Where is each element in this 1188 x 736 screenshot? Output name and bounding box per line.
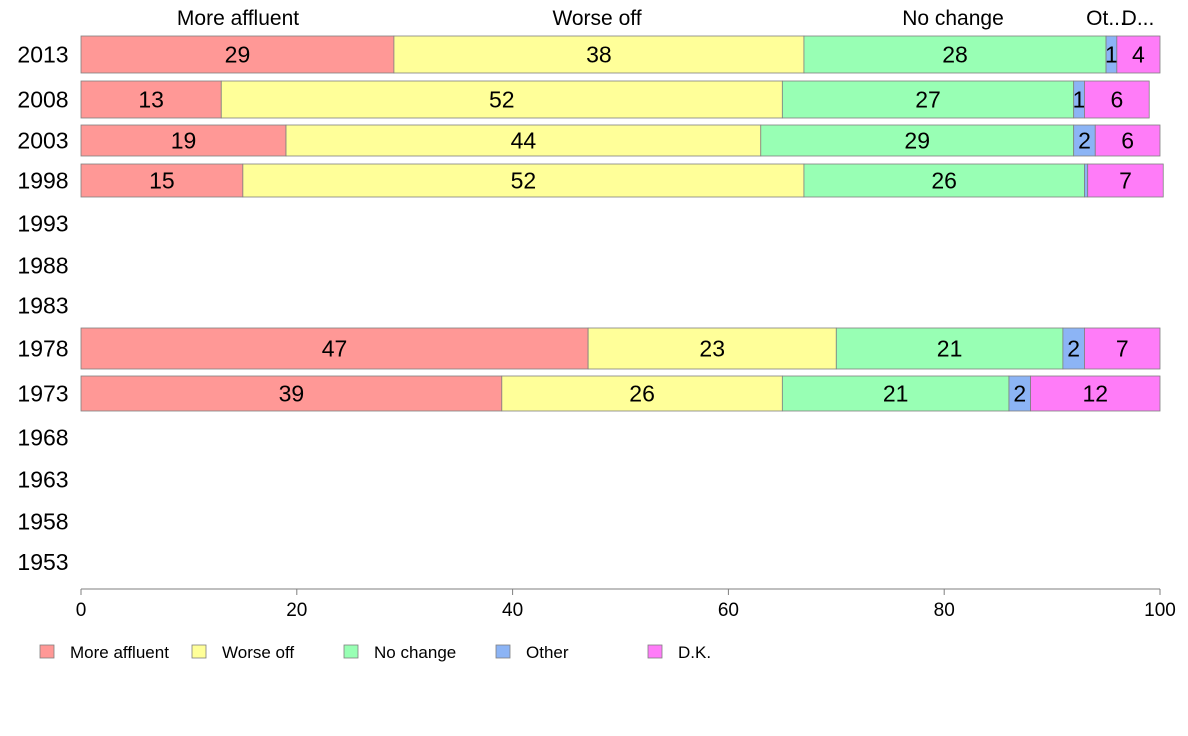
value-label-2003-0: 19 bbox=[171, 128, 197, 154]
year-label-1963: 1963 bbox=[17, 467, 68, 493]
top-label-4: D... bbox=[1122, 7, 1155, 30]
value-label-2003-1: 44 bbox=[511, 128, 537, 154]
year-label-1958: 1958 bbox=[17, 509, 68, 535]
value-label-1978-1: 23 bbox=[699, 336, 725, 362]
value-label-1978-2: 21 bbox=[937, 336, 963, 362]
year-label-2013: 2013 bbox=[17, 42, 68, 68]
x-tick-label-40: 40 bbox=[502, 600, 523, 621]
value-label-2013-2: 28 bbox=[942, 42, 968, 68]
bar-1973-d-k- bbox=[1030, 375, 1161, 412]
year-label-1993: 1993 bbox=[17, 211, 68, 237]
value-label-1978-4: 7 bbox=[1116, 336, 1129, 362]
legend-swatch-3 bbox=[495, 644, 511, 659]
legend-swatch-0 bbox=[39, 644, 55, 659]
bar-2008-more-affluent bbox=[80, 80, 222, 119]
bar-1998-other bbox=[1084, 163, 1089, 198]
value-label-2008-3: 1 bbox=[1073, 87, 1086, 113]
year-label-1973: 1973 bbox=[17, 381, 68, 407]
top-label-2: No change bbox=[902, 7, 1004, 30]
bar-1978-d-k- bbox=[1084, 327, 1161, 370]
value-label-1978-3: 2 bbox=[1067, 336, 1080, 362]
x-tick-label-100: 100 bbox=[1144, 600, 1176, 621]
legend-label-2: No change bbox=[374, 643, 456, 662]
value-label-1973-4: 12 bbox=[1082, 381, 1108, 407]
year-label-1998: 1998 bbox=[17, 168, 68, 194]
value-label-2013-4: 4 bbox=[1132, 42, 1145, 68]
value-label-1973-2: 21 bbox=[883, 381, 909, 407]
x-tick-label-60: 60 bbox=[718, 600, 739, 621]
value-label-2008-0: 13 bbox=[138, 87, 164, 113]
top-label-1: Worse off bbox=[552, 7, 641, 30]
value-label-2008-4: 6 bbox=[1110, 87, 1123, 113]
bar-1998-more-affluent bbox=[80, 163, 244, 198]
value-label-1998-4: 7 bbox=[1119, 168, 1132, 194]
value-label-2003-3: 2 bbox=[1078, 128, 1091, 154]
year-label-1968: 1968 bbox=[17, 425, 68, 451]
bar-1998-worse-off bbox=[242, 163, 805, 198]
legend-label-3: Other bbox=[526, 643, 569, 662]
bar-1973-more-affluent bbox=[80, 375, 503, 412]
value-label-2013-3: 1 bbox=[1105, 42, 1118, 68]
bar-2013-d-k- bbox=[1116, 35, 1161, 74]
top-label-0: More affluent bbox=[177, 7, 299, 30]
year-label-1978: 1978 bbox=[17, 336, 68, 362]
value-label-1973-3: 2 bbox=[1013, 381, 1026, 407]
legend-label-0: More affluent bbox=[70, 643, 169, 662]
x-tick-label-80: 80 bbox=[934, 600, 955, 621]
value-label-1978-0: 47 bbox=[322, 336, 348, 362]
year-label-1953: 1953 bbox=[17, 549, 68, 575]
legend-swatch-1 bbox=[191, 644, 207, 659]
value-label-1973-1: 26 bbox=[629, 381, 655, 407]
value-label-2013-0: 29 bbox=[225, 42, 251, 68]
bar-1978-more-affluent bbox=[80, 327, 589, 370]
value-label-2003-2: 29 bbox=[904, 128, 930, 154]
bar-2013-no-change bbox=[803, 35, 1107, 74]
year-label-1983: 1983 bbox=[17, 293, 68, 319]
year-label-2003: 2003 bbox=[17, 128, 68, 154]
legend-swatch-2 bbox=[343, 644, 359, 659]
year-label-1988: 1988 bbox=[17, 253, 68, 279]
bar-2003-more-affluent bbox=[80, 124, 287, 157]
legend-label-4: D.K. bbox=[678, 643, 711, 662]
legend-label-1: Worse off bbox=[222, 643, 294, 662]
top-label-3: Ot... bbox=[1086, 7, 1126, 30]
value-label-1998-0: 15 bbox=[149, 168, 175, 194]
value-label-1998-1: 52 bbox=[511, 168, 537, 194]
bar-2008-d-k- bbox=[1084, 80, 1150, 119]
value-label-1973-0: 39 bbox=[279, 381, 305, 407]
bar-1973-no-change bbox=[781, 375, 1010, 412]
value-label-1998-2: 26 bbox=[931, 168, 957, 194]
bar-2013-worse-off bbox=[393, 35, 805, 74]
value-label-2013-1: 38 bbox=[586, 42, 612, 68]
bar-1998-d-k- bbox=[1087, 163, 1164, 198]
value-label-2008-1: 52 bbox=[489, 87, 515, 113]
x-tick-label-20: 20 bbox=[286, 600, 307, 621]
year-label-2008: 2008 bbox=[17, 87, 68, 113]
legend-swatch-4 bbox=[647, 644, 663, 659]
x-tick-label-0: 0 bbox=[76, 600, 87, 621]
bar-2003-d-k- bbox=[1094, 124, 1161, 157]
bar-1973-worse-off bbox=[501, 375, 783, 412]
bar-1978-no-change bbox=[835, 327, 1064, 370]
value-label-2008-2: 27 bbox=[915, 87, 941, 113]
bar-2003-no-change bbox=[760, 124, 1075, 157]
bar-1998-no-change bbox=[803, 163, 1085, 198]
bar-2013-more-affluent bbox=[80, 35, 395, 74]
value-label-2003-4: 6 bbox=[1121, 128, 1134, 154]
bar-2008-worse-off bbox=[220, 80, 783, 119]
bar-2008-no-change bbox=[781, 80, 1075, 119]
